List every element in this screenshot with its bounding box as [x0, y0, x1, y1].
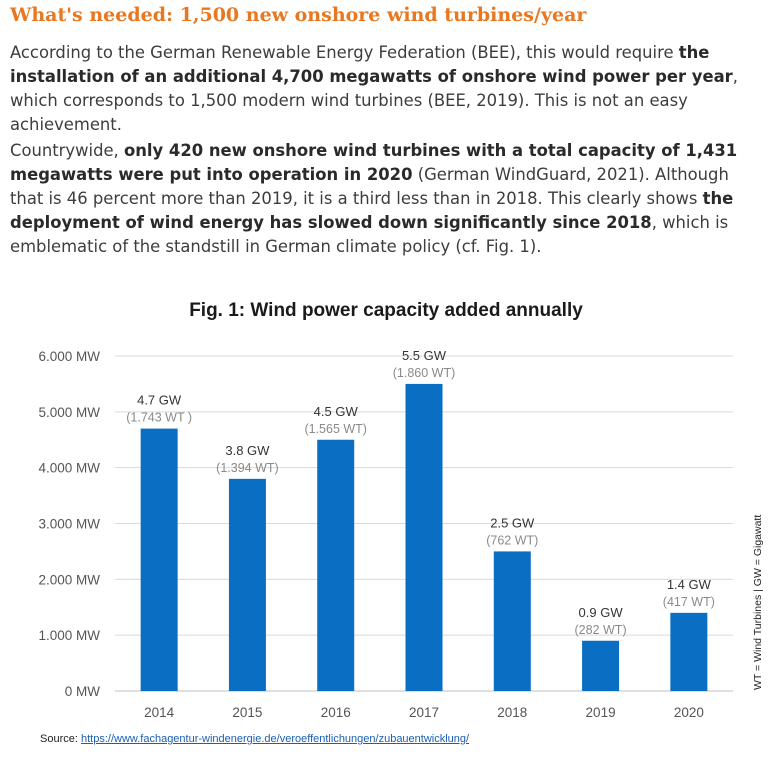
- x-tick-label: 2020: [674, 705, 704, 720]
- bar: [405, 383, 443, 691]
- p2-text-2: (German WindGuard, 2021). Although that …: [10, 165, 729, 208]
- bar: [317, 439, 355, 691]
- x-tick-label: 2014: [144, 705, 175, 720]
- y-tick-label: 3.000 MW: [38, 517, 100, 532]
- data-label: 2.5 GW: [490, 515, 535, 530]
- y-tick-label: 6.000 MW: [38, 349, 100, 364]
- source-link[interactable]: https://www.fachagentur-windenergie.de/v…: [80, 733, 470, 745]
- data-sub-label: (282 WT): [575, 623, 627, 637]
- p2-bold-2: the deployment of wind energy has slowed…: [10, 189, 734, 232]
- y-tick-label: 5.000 MW: [38, 405, 100, 420]
- paragraph-bee-requirement: According to the German Renewable Energy…: [10, 41, 765, 137]
- x-tick-label: 2015: [232, 705, 262, 720]
- abbreviation-note: WT = Wind Turbines | GW = Gigawatt: [752, 514, 764, 690]
- bar: [670, 612, 708, 691]
- bar: [140, 428, 178, 691]
- data-sub-label: (1.565 WT): [304, 422, 367, 436]
- source-label: Source:: [40, 733, 78, 745]
- section-heading: What's needed: 1,500 new onshore wind tu…: [10, 4, 587, 26]
- p1-text-2: , which corresponds to 1,500 modern wind…: [10, 67, 738, 134]
- x-tick-label: 2016: [321, 705, 351, 720]
- source-line: Source: https://www.fachagentur-windener…: [40, 733, 469, 745]
- data-label: 5.5 GW: [402, 348, 447, 363]
- data-sub-label: (762 WT): [486, 533, 538, 547]
- paragraph-countrywide: Countrywide, only 420 new onshore wind t…: [10, 139, 765, 259]
- data-sub-label: (1.394 WT): [216, 461, 279, 475]
- p2-text-3: , which is emblematic of the standstill …: [10, 213, 729, 256]
- p1-text-1: According to the German Renewable Energy…: [10, 43, 679, 62]
- data-sub-label: (1.743 WT ): [126, 411, 192, 425]
- y-tick-label: 4.000 MW: [38, 461, 100, 476]
- data-label: 0.9 GW: [579, 605, 624, 620]
- chart-title: Fig. 1: Wind power capacity added annual…: [189, 300, 583, 321]
- data-sub-label: (1.860 WT): [393, 366, 456, 380]
- y-tick-label: 0 MW: [65, 684, 101, 699]
- bar: [228, 478, 266, 691]
- p2-text-1: Countrywide,: [10, 141, 124, 160]
- data-label: 1.4 GW: [667, 577, 712, 592]
- bar: [493, 551, 531, 691]
- y-tick-label: 2.000 MW: [38, 572, 100, 587]
- x-tick-label: 2017: [409, 705, 439, 720]
- p1-bold-1: the installation of an additional 4,700 …: [10, 43, 733, 86]
- data-sub-label: (417 WT): [663, 595, 715, 609]
- x-tick-label: 2018: [497, 705, 527, 720]
- bar: [582, 640, 620, 691]
- y-tick-label: 1.000 MW: [38, 628, 100, 643]
- data-label: 4.7 GW: [137, 393, 182, 408]
- x-tick-label: 2019: [586, 705, 616, 720]
- data-label: 4.5 GW: [314, 404, 359, 419]
- data-label: 3.8 GW: [225, 443, 270, 458]
- p2-bold-1: only 420 new onshore wind turbines with …: [10, 141, 738, 184]
